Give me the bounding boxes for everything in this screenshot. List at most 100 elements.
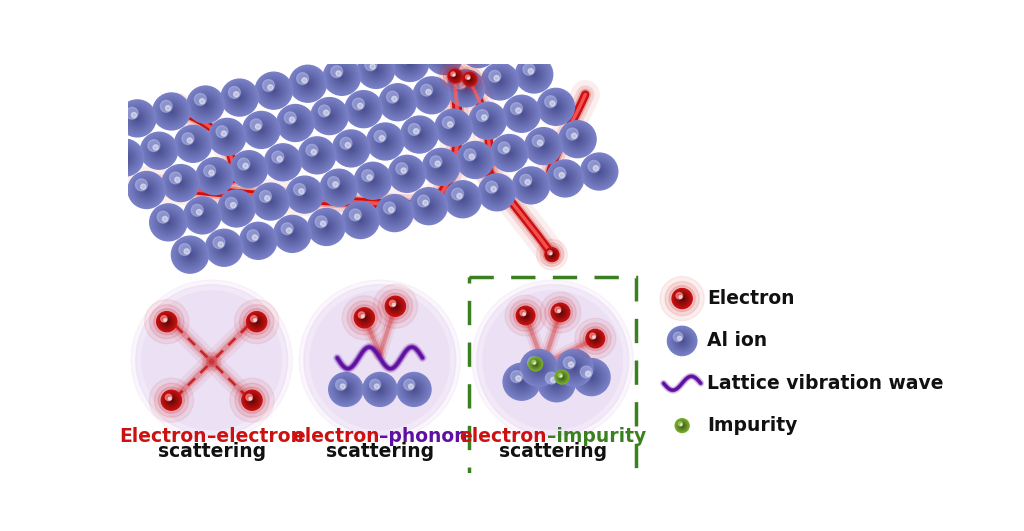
Circle shape <box>541 92 570 122</box>
Circle shape <box>278 219 307 249</box>
Circle shape <box>504 96 540 131</box>
Circle shape <box>132 113 143 124</box>
Circle shape <box>139 183 154 198</box>
Circle shape <box>497 140 522 166</box>
Circle shape <box>517 377 526 387</box>
Circle shape <box>463 73 476 85</box>
Circle shape <box>329 177 349 198</box>
Circle shape <box>302 141 332 170</box>
Circle shape <box>155 383 188 417</box>
Circle shape <box>353 99 374 119</box>
Circle shape <box>513 168 549 203</box>
Circle shape <box>409 124 430 145</box>
Circle shape <box>368 62 384 78</box>
Circle shape <box>267 85 273 90</box>
Circle shape <box>161 315 173 328</box>
Circle shape <box>218 127 237 146</box>
Circle shape <box>516 108 527 119</box>
Circle shape <box>468 39 488 59</box>
Circle shape <box>198 96 214 113</box>
Circle shape <box>375 384 379 389</box>
Circle shape <box>234 156 263 183</box>
Circle shape <box>195 208 210 223</box>
Circle shape <box>516 376 521 381</box>
Circle shape <box>285 112 296 124</box>
Circle shape <box>387 205 402 220</box>
Circle shape <box>161 93 191 124</box>
Circle shape <box>420 83 443 107</box>
Circle shape <box>252 318 261 326</box>
Circle shape <box>416 131 423 138</box>
Circle shape <box>324 224 329 230</box>
Circle shape <box>518 173 544 198</box>
Text: Lattice vibration wave: Lattice vibration wave <box>707 374 943 393</box>
Circle shape <box>513 373 530 390</box>
Circle shape <box>520 310 530 321</box>
Circle shape <box>559 311 562 314</box>
Circle shape <box>415 192 442 220</box>
Circle shape <box>392 303 395 306</box>
Circle shape <box>175 177 186 189</box>
Text: scattering: scattering <box>158 442 266 460</box>
Circle shape <box>451 73 481 104</box>
Circle shape <box>123 105 152 132</box>
Circle shape <box>171 236 209 273</box>
Circle shape <box>407 122 432 148</box>
Circle shape <box>552 379 561 388</box>
Circle shape <box>163 392 179 408</box>
Circle shape <box>339 74 345 80</box>
Circle shape <box>129 110 145 127</box>
Circle shape <box>531 134 555 158</box>
Text: scattering: scattering <box>499 442 607 460</box>
Circle shape <box>539 90 572 124</box>
Circle shape <box>164 104 179 119</box>
Circle shape <box>484 181 509 204</box>
Circle shape <box>463 33 495 65</box>
Circle shape <box>158 212 178 233</box>
Circle shape <box>549 301 572 324</box>
Circle shape <box>239 387 265 413</box>
Circle shape <box>492 73 508 90</box>
Circle shape <box>554 381 559 386</box>
Circle shape <box>400 167 414 181</box>
Circle shape <box>375 384 385 395</box>
Circle shape <box>150 305 184 339</box>
Circle shape <box>225 198 238 209</box>
Circle shape <box>411 386 418 393</box>
Circle shape <box>447 121 460 134</box>
Circle shape <box>453 73 458 79</box>
Circle shape <box>561 355 588 381</box>
Circle shape <box>374 383 386 396</box>
Circle shape <box>303 193 306 196</box>
Circle shape <box>524 353 554 383</box>
Circle shape <box>450 71 460 81</box>
Circle shape <box>556 309 564 316</box>
Circle shape <box>374 68 378 72</box>
Circle shape <box>531 360 536 364</box>
Circle shape <box>390 95 406 109</box>
Circle shape <box>268 199 273 204</box>
Circle shape <box>335 184 342 191</box>
Circle shape <box>262 80 285 102</box>
Circle shape <box>429 41 459 71</box>
Circle shape <box>462 84 470 92</box>
Circle shape <box>209 170 220 182</box>
Circle shape <box>517 58 551 91</box>
Circle shape <box>464 149 486 171</box>
Circle shape <box>450 124 458 131</box>
Circle shape <box>586 329 604 348</box>
Circle shape <box>594 337 597 340</box>
Circle shape <box>211 120 244 153</box>
Circle shape <box>429 92 434 98</box>
Circle shape <box>190 141 196 147</box>
Circle shape <box>404 380 423 399</box>
Circle shape <box>492 135 527 170</box>
Circle shape <box>234 93 245 102</box>
Circle shape <box>498 80 502 83</box>
Circle shape <box>377 133 393 150</box>
Circle shape <box>195 93 217 116</box>
Circle shape <box>471 42 485 56</box>
Circle shape <box>211 121 243 152</box>
Circle shape <box>522 177 540 194</box>
Circle shape <box>679 337 686 345</box>
